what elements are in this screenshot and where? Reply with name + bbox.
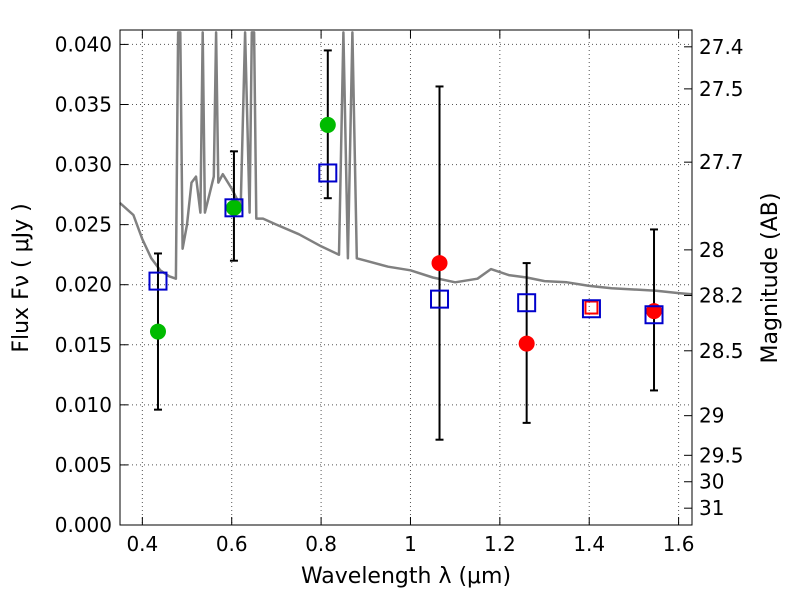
- data-point-square: [318, 163, 338, 183]
- y-tick-label: 0.005: [55, 453, 112, 477]
- y-tick-label: 0.035: [55, 92, 112, 116]
- y2-tick-label: 28: [699, 238, 724, 262]
- model-spectrum-line: [119, 31, 693, 296]
- error-bars: [153, 49, 659, 441]
- x-tick-label: 0.6: [216, 532, 248, 556]
- y2-tick-label: 30: [699, 470, 724, 494]
- data-point-square: [584, 300, 599, 315]
- y2-tick-label: 29: [699, 404, 724, 428]
- y2-tick-label: 31: [699, 496, 724, 520]
- y2-tick-label: 27.7: [699, 150, 744, 174]
- data-point-square: [224, 198, 244, 218]
- y2-axis-label: Magnitude (AB): [758, 193, 783, 364]
- x-axis-label: Wavelength λ (μm): [301, 564, 511, 589]
- y2-tick-label: 27.5: [699, 77, 744, 101]
- data-point-circle: [431, 255, 448, 272]
- data-point-circle: [518, 335, 535, 352]
- y-tick-label: 0.020: [55, 273, 112, 297]
- x-tick-label: 0.4: [126, 532, 158, 556]
- y2-tick-label: 29.5: [699, 443, 744, 467]
- y-tick-label: 0.010: [55, 393, 112, 417]
- grid-lines: [120, 30, 692, 526]
- y2-tick-label: 28.5: [699, 339, 744, 363]
- data-point-square: [581, 299, 601, 319]
- x-tick-label: 1: [404, 532, 417, 556]
- y-tick-label: 0.015: [55, 333, 112, 357]
- data-point-square: [148, 271, 168, 291]
- y-tick-label: 0.040: [55, 32, 112, 56]
- data-point-circle: [319, 116, 336, 133]
- data-point-circle: [225, 199, 242, 216]
- data-point-square: [517, 293, 537, 313]
- y-tick-label: 0.000: [55, 513, 112, 537]
- y-axis-label: Flux Fν ( μJy ): [9, 203, 34, 352]
- y-axis-left: 0.000 0.005 0.010 0.015 0.020 0.025 0.030 0.035…: [55, 32, 128, 537]
- y2-tick-label: 27.4: [699, 35, 744, 59]
- y-tick-label: 0.025: [55, 213, 112, 237]
- x-tick-label: 1.2: [484, 532, 516, 556]
- x-axis: 0.4 0.6 0.8 1 1.2 1.4 1.6: [126, 30, 695, 556]
- x-tick-label: 1.4: [573, 532, 605, 556]
- model-spectrum: [119, 31, 693, 296]
- x-tick-label: 0.8: [305, 532, 337, 556]
- data-point-square: [430, 289, 450, 309]
- y2-tick-label: 28.2: [699, 284, 744, 308]
- y-tick-label: 0.030: [55, 153, 112, 177]
- data-point-square: [644, 305, 664, 325]
- data-markers: [148, 116, 664, 352]
- data-point-circle: [149, 323, 166, 340]
- x-tick-label: 1.6: [663, 532, 695, 556]
- plot-frame: [119, 29, 693, 526]
